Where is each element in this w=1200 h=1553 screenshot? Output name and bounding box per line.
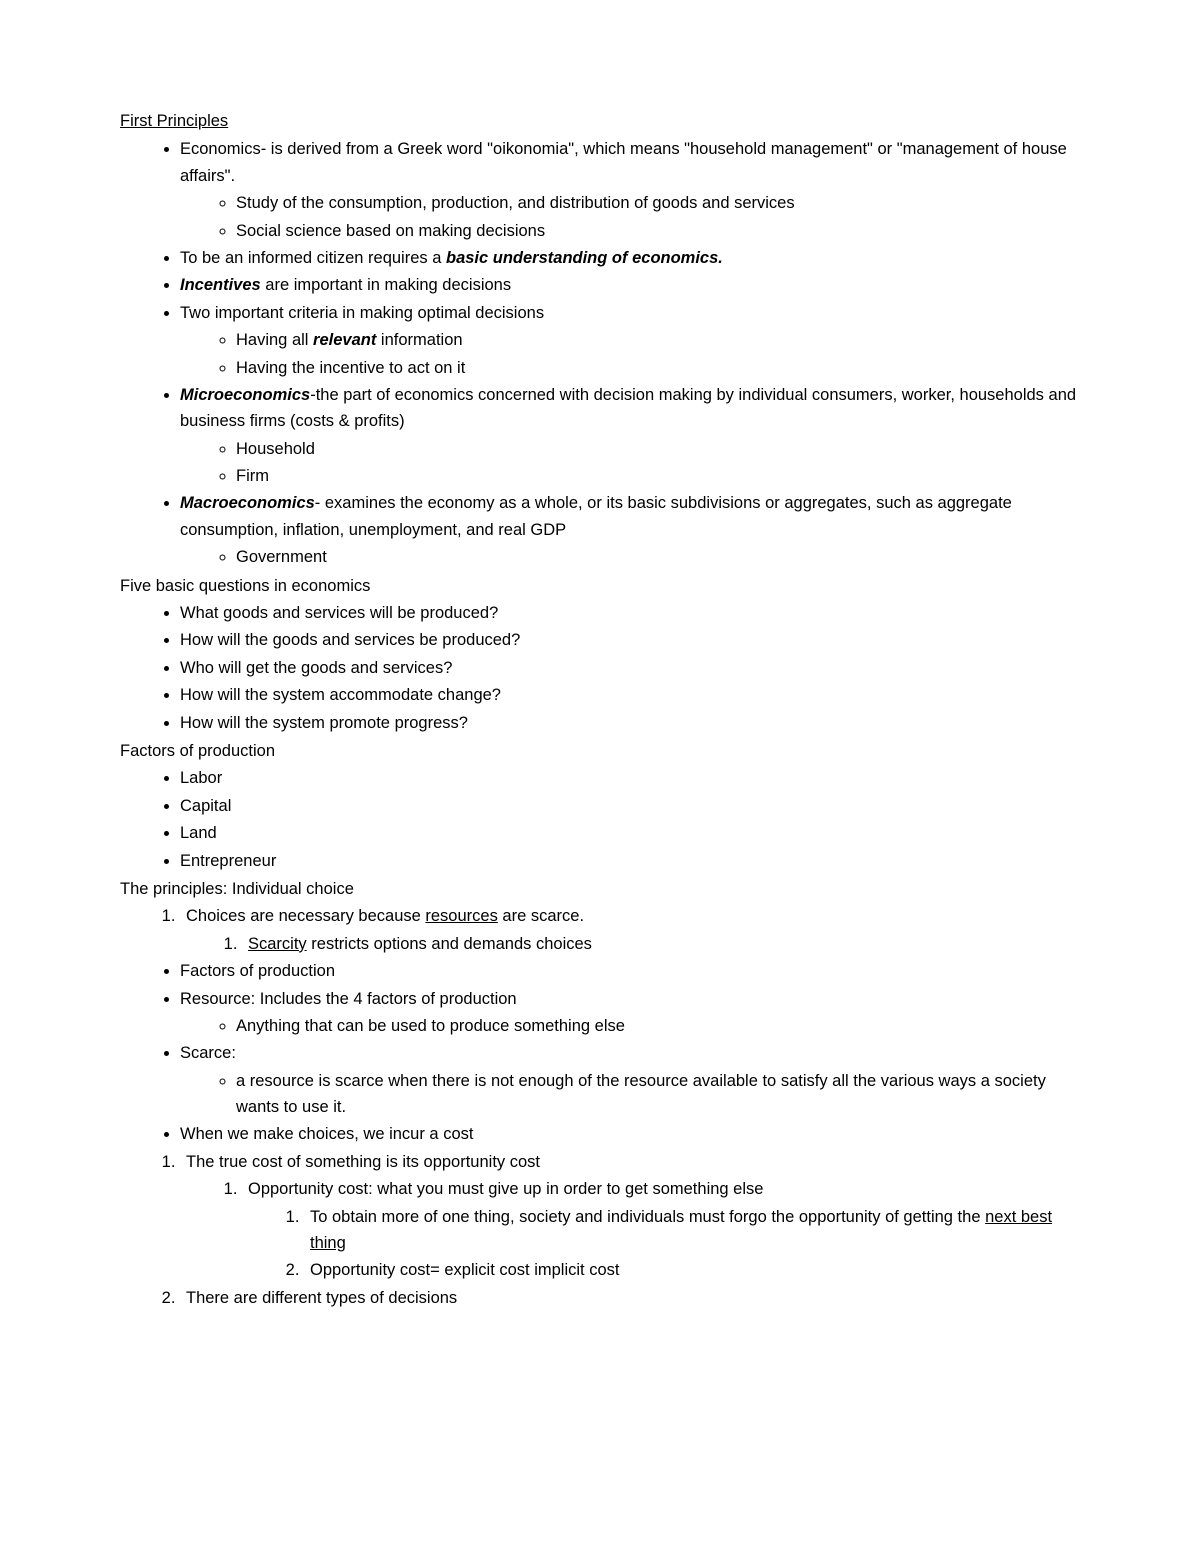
list-item: Government <box>236 544 1080 570</box>
text: information <box>376 331 462 349</box>
list-item: Firm <box>236 463 1080 489</box>
text: Economics- is derived from a Greek word … <box>180 140 1067 184</box>
section-principles-numbered: The true cost of something is its opport… <box>120 1149 1080 1311</box>
bold-text: Incentives <box>180 276 261 294</box>
underline-text: resources <box>425 907 497 925</box>
bold-text: Macroeconomics <box>180 494 315 512</box>
sublist: Scarcity restricts options and demands c… <box>186 931 1080 957</box>
sublist: Having all relevant information Having t… <box>180 327 1080 381</box>
sublist: Study of the consumption, production, an… <box>180 190 1080 244</box>
list-item: Capital <box>180 793 1080 819</box>
text: Choices are necessary because <box>186 907 425 925</box>
underline-text: Scarcity <box>248 935 307 953</box>
page-title: First Principles <box>120 108 1080 134</box>
list-item: Macroeconomics- examines the economy as … <box>180 490 1080 570</box>
text: Two important criteria in making optimal… <box>180 304 544 322</box>
list-item: Incentives are important in making decis… <box>180 272 1080 298</box>
list-item: What goods and services will be produced… <box>180 600 1080 626</box>
list-item: To obtain more of one thing, society and… <box>304 1204 1080 1257</box>
list-item: Household <box>236 436 1080 462</box>
list-item: Choices are necessary because resources … <box>180 903 1080 957</box>
list-item: Economics- is derived from a Greek word … <box>180 136 1080 244</box>
list-item: Having all relevant information <box>236 327 1080 353</box>
text: -the part of economics concerned with de… <box>180 386 1076 430</box>
text: restricts options and demands choices <box>307 935 592 953</box>
list-item: Study of the consumption, production, an… <box>236 190 1080 216</box>
list-item: When we make choices, we incur a cost <box>180 1121 1080 1147</box>
section-first-principles: Economics- is derived from a Greek word … <box>120 136 1080 570</box>
list-item: Two important criteria in making optimal… <box>180 300 1080 381</box>
sublist: Anything that can be used to produce som… <box>180 1013 1080 1039</box>
list-item: Who will get the goods and services? <box>180 655 1080 681</box>
text: Having all <box>236 331 313 349</box>
list-item: Factors of production <box>180 958 1080 984</box>
list-item: Social science based on making decisions <box>236 218 1080 244</box>
list-item: Opportunity cost= explicit cost implicit… <box>304 1257 1080 1283</box>
list-item: Having the incentive to act on it <box>236 355 1080 381</box>
sublist: Opportunity cost: what you must give up … <box>186 1176 1080 1284</box>
section-factors: Labor Capital Land Entrepreneur <box>120 765 1080 874</box>
list-item: Land <box>180 820 1080 846</box>
section-heading-factors: Factors of production <box>120 738 1080 764</box>
list-item: There are different types of decisions <box>180 1285 1080 1311</box>
bold-text: Microeconomics <box>180 386 310 404</box>
list-item: Resource: Includes the 4 factors of prod… <box>180 986 1080 1040</box>
text: To obtain more of one thing, society and… <box>310 1208 985 1226</box>
bold-text: basic understanding of economics. <box>446 249 723 267</box>
list-item: Entrepreneur <box>180 848 1080 874</box>
section-heading-five-questions: Five basic questions in economics <box>120 573 1080 599</box>
sublist: a resource is scarce when there is not e… <box>180 1068 1080 1121</box>
sublist: To obtain more of one thing, society and… <box>248 1204 1080 1284</box>
bold-text: relevant <box>313 331 376 349</box>
list-item: The true cost of something is its opport… <box>180 1149 1080 1284</box>
text: Opportunity cost: what you must give up … <box>248 1180 763 1198</box>
list-item: Anything that can be used to produce som… <box>236 1013 1080 1039</box>
list-item: How will the system promote progress? <box>180 710 1080 736</box>
section-heading-principles: The principles: Individual choice <box>120 876 1080 902</box>
document-page: First Principles Economics- is derived f… <box>0 0 1200 1553</box>
list-item: How will the goods and services be produ… <box>180 627 1080 653</box>
list-item: Microeconomics-the part of economics con… <box>180 382 1080 490</box>
list-item: Scarcity restricts options and demands c… <box>242 931 1080 957</box>
list-item: a resource is scarce when there is not e… <box>236 1068 1080 1121</box>
text: are important in making decisions <box>261 276 511 294</box>
text: The true cost of something is its opport… <box>186 1153 540 1171</box>
text: are scarce. <box>498 907 584 925</box>
list-item: To be an informed citizen requires a bas… <box>180 245 1080 271</box>
section-five-questions: What goods and services will be produced… <box>120 600 1080 736</box>
section-principles-list: Choices are necessary because resources … <box>120 903 1080 957</box>
list-item: Labor <box>180 765 1080 791</box>
sublist: Government <box>180 544 1080 570</box>
list-item: Scarce: a resource is scarce when there … <box>180 1040 1080 1120</box>
list-item: Opportunity cost: what you must give up … <box>242 1176 1080 1284</box>
sublist: Household Firm <box>180 436 1080 490</box>
section-principles-bullets: Factors of production Resource: Includes… <box>120 958 1080 1148</box>
text: Scarce: <box>180 1044 236 1062</box>
text: To be an informed citizen requires a <box>180 249 446 267</box>
text: Resource: Includes the 4 factors of prod… <box>180 990 517 1008</box>
list-item: How will the system accommodate change? <box>180 682 1080 708</box>
